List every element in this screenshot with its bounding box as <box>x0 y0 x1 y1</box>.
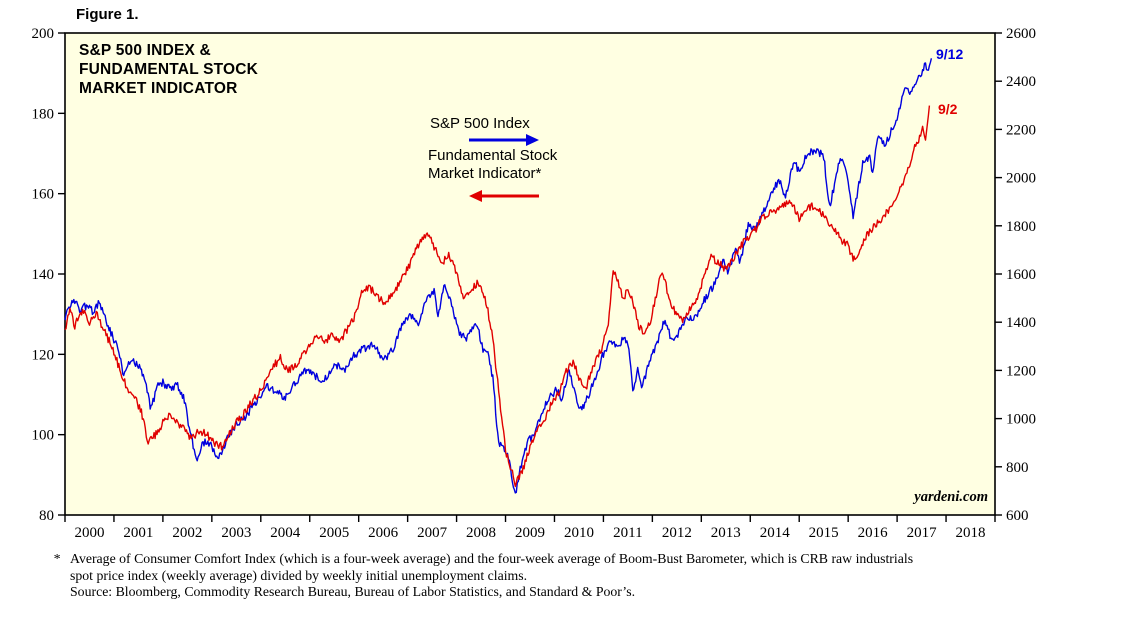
x-axis-tick-label: 2014 <box>760 525 791 541</box>
x-axis-tick-label: 2017 <box>907 525 938 541</box>
x-axis-tick-label: 2008 <box>466 525 496 541</box>
footnote-marker: * <box>53 551 60 566</box>
fsmi-arrow-icon <box>469 190 539 202</box>
sp500-line <box>64 58 933 494</box>
x-axis-tick-label: 2005 <box>319 525 349 541</box>
watermark: yardeni.com <box>914 489 988 505</box>
x-axis-tick-label: 2001 <box>123 525 153 541</box>
right-axis-tick-label: 1800 <box>1006 219 1036 235</box>
x-axis-tick-label: 2000 <box>74 525 104 541</box>
left-axis-tick-label: 160 <box>32 187 55 203</box>
chart-canvas: 80 100 120 140 160 180 200 600 800 1000 1200 1400 16… <box>32 26 1037 541</box>
x-axis-tick-label: 2010 <box>564 525 594 541</box>
right-axis-tick-label: 1600 <box>1006 267 1036 283</box>
fsmi-end-label: 9/2 <box>938 101 958 117</box>
left-axis-tick-label: 140 <box>32 267 55 283</box>
x-axis-tick-label: 2004 <box>270 525 301 541</box>
x-axis-tick-label: 2018 <box>956 525 986 541</box>
right-axis-tick-label: 600 <box>1006 508 1029 524</box>
right-axis-tick-label: 1400 <box>1006 315 1036 331</box>
footnote: * Average of Consumer Comfort Index (whi… <box>53 551 1031 584</box>
x-axis-tick-label: 2007 <box>417 525 448 541</box>
right-axis-tick-label: 2200 <box>1006 122 1036 138</box>
left-axis-tick-label: 80 <box>39 508 54 524</box>
x-axis-tick-label: 2006 <box>368 525 399 541</box>
left-axis-tick-label: 100 <box>32 428 55 444</box>
left-axis-tick-label: 200 <box>32 26 55 42</box>
right-axis-tick-label: 2400 <box>1006 74 1036 90</box>
x-axis-tick-label: 2013 <box>711 525 741 541</box>
legend-label-fsmi: Fundamental Stock Market Indicator* <box>428 147 558 182</box>
x-axis-tick-label: 2015 <box>809 525 839 541</box>
x-axis-tick-label: 2016 <box>858 525 889 541</box>
figure-label: Figure 1. <box>76 6 139 23</box>
right-axis-tick-label: 1000 <box>1006 412 1036 428</box>
legend-label-sp500: S&P 500 Index <box>430 115 530 132</box>
x-axis-tick-label: 2002 <box>172 525 202 541</box>
right-axis-tick-label: 2600 <box>1006 26 1036 42</box>
fsmi-line <box>64 105 931 488</box>
x-axis-tick-label: 2011 <box>613 525 642 541</box>
footnote-text: Average of Consumer Comfort Index (which… <box>70 551 914 583</box>
source-line: Source: Bloomberg, Commodity Research Bu… <box>70 584 636 599</box>
x-axis-tick-label: 2003 <box>221 525 251 541</box>
x-axis-tick-label: 2012 <box>662 525 692 541</box>
sp500-arrow-icon <box>469 134 539 146</box>
left-axis-tick-label: 180 <box>32 106 55 122</box>
sp500-end-label: 9/12 <box>936 46 964 62</box>
left-axis-tick-label: 120 <box>32 347 55 363</box>
right-axis-tick-label: 1200 <box>1006 363 1036 379</box>
chart-title: S&P 500 INDEX & FUNDAMENTAL STOCK MARKET… <box>79 42 259 97</box>
right-axis-tick-label: 2000 <box>1006 171 1036 187</box>
x-axis-tick-label: 2009 <box>515 525 545 541</box>
right-axis-tick-label: 800 <box>1006 460 1029 476</box>
